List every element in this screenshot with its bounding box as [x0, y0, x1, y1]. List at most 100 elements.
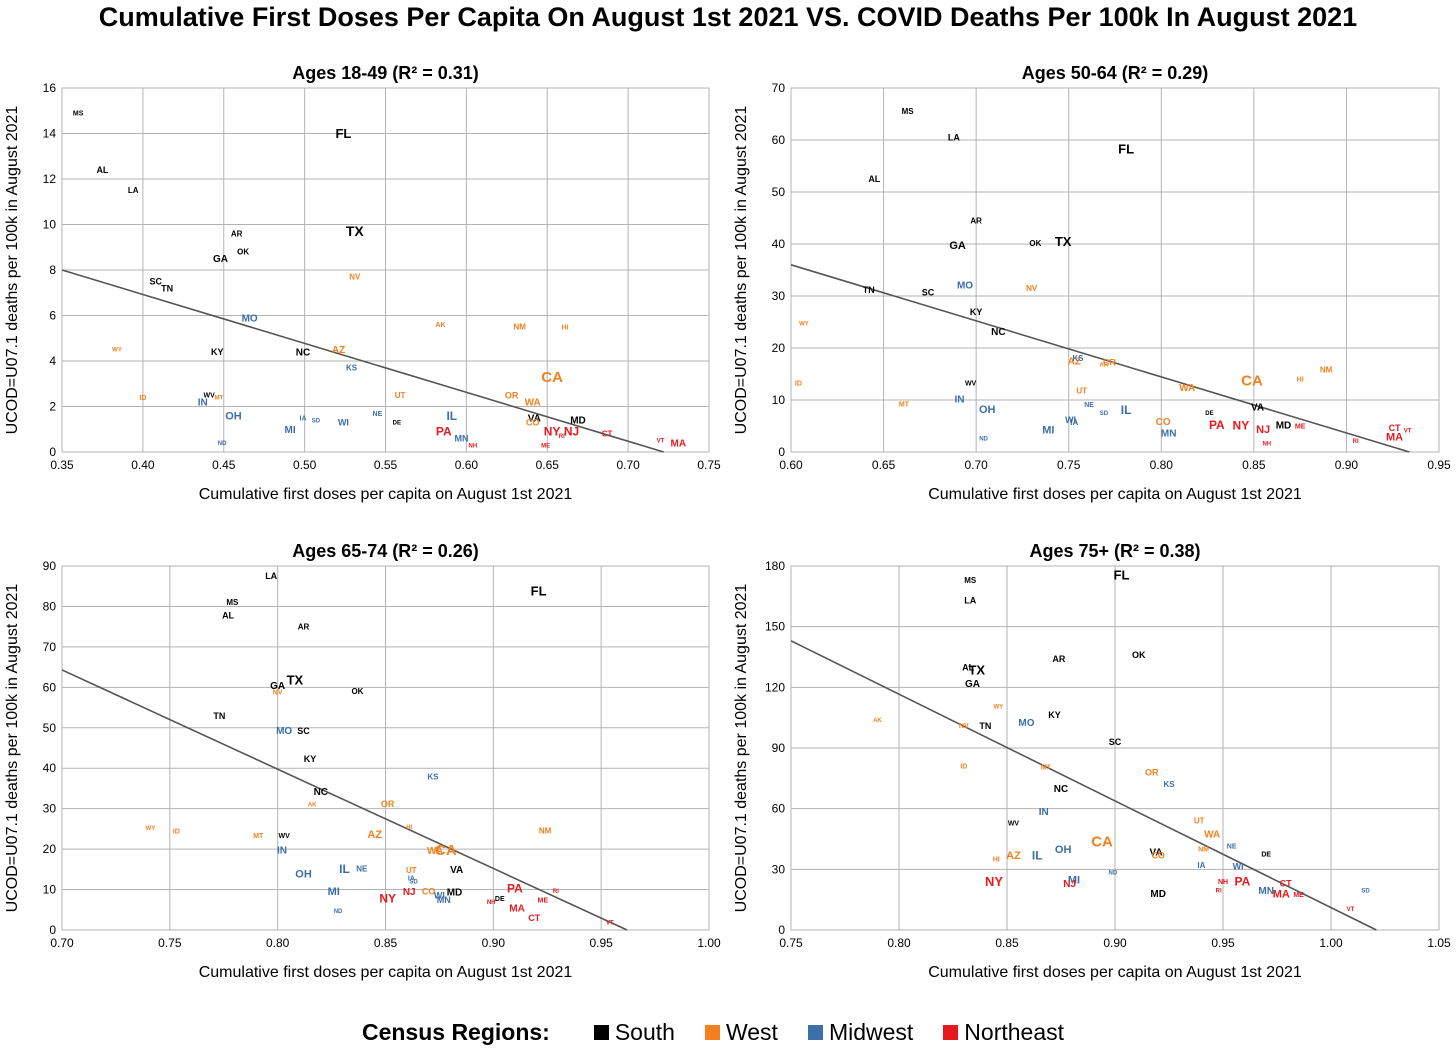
point-ms: MS: [226, 598, 239, 607]
point-oh: OH: [225, 410, 242, 422]
point-ne: NE: [1227, 844, 1237, 851]
x-tick-label: 0.90: [1103, 936, 1127, 950]
y-tick-label: 10: [43, 883, 57, 897]
point-ct: CT: [1280, 879, 1292, 889]
y-tick-label: 50: [43, 721, 57, 735]
legend-swatch-west: [704, 1024, 720, 1040]
point-wy: WY: [146, 826, 156, 832]
point-ri: RI: [1216, 889, 1222, 895]
point-mt: MT: [899, 402, 910, 409]
x-tick-label: 1.05: [1427, 936, 1451, 950]
point-wy: WY: [994, 705, 1004, 711]
chart-panel-3: 0.70 0.75 0.80 0.85 0.90 0.95 1.00 0 10 20 30 40 50 6…: [4, 541, 721, 981]
point-in: IN: [198, 397, 208, 408]
point-md: MD: [570, 416, 586, 427]
point-ut: UT: [395, 391, 406, 400]
point-tn: TN: [863, 285, 875, 295]
x-tick-label: 0.85: [1242, 458, 1266, 472]
trendline: [790, 640, 1377, 931]
point-tx: TX: [968, 663, 985, 678]
plot-border: [61, 565, 710, 931]
point-nm: NM: [1320, 366, 1333, 375]
x-tick-label: 0.40: [131, 458, 155, 472]
x-tick-label: 0.85: [995, 936, 1019, 950]
point-ar: AR: [298, 622, 310, 631]
point-mo: MO: [1018, 718, 1034, 729]
point-az: AZ: [1006, 850, 1021, 862]
point-ri: RI: [553, 889, 559, 895]
point-in: IN: [954, 394, 964, 405]
point-wv: WV: [965, 380, 977, 387]
point-az: AZ: [367, 829, 382, 841]
point-nm: NM: [514, 323, 527, 332]
point-co: CO: [1156, 417, 1171, 428]
point-mo: MO: [957, 281, 973, 292]
point-or: OR: [381, 799, 395, 809]
legend-item-northeast: Northeast: [943, 1019, 1064, 1046]
chart-title: Ages 50-64 (R² = 0.29): [1022, 63, 1209, 83]
point-nd: ND: [334, 909, 343, 915]
point-hi: HI: [1297, 377, 1304, 384]
point-wv: WV: [204, 393, 216, 400]
point-mi: MI: [328, 886, 340, 898]
point-ok: OK: [237, 248, 249, 257]
y-tick-label: 60: [772, 133, 786, 147]
point-ma: MA: [509, 903, 525, 914]
point-id: ID: [173, 828, 180, 835]
point-ar: AR: [231, 229, 243, 238]
y-tick-label: 30: [772, 289, 786, 303]
x-tick-label: 0.80: [266, 936, 290, 950]
point-ky: KY: [1048, 710, 1061, 720]
point-ar: AR: [1100, 363, 1109, 369]
point-ny: NY: [544, 425, 561, 439]
y-tick-label: 120: [765, 680, 785, 694]
point-mn: MN: [437, 895, 451, 905]
x-tick-label: 0.95: [1427, 458, 1451, 472]
y-tick-label: 70: [43, 640, 57, 654]
point-vt: VT: [657, 439, 665, 445]
legend-title: Census Regions:: [361, 1018, 550, 1045]
point-fl: FL: [531, 584, 547, 599]
point-ak: AK: [308, 803, 317, 809]
y-tick-label: 14: [43, 127, 57, 141]
point-fl: FL: [335, 126, 351, 141]
point-co: CO: [526, 418, 540, 428]
point-ks: KS: [1072, 354, 1084, 363]
point-mn: MN: [1161, 428, 1177, 439]
point-ny: NY: [1233, 419, 1250, 433]
x-tick-label: 0.65: [536, 458, 560, 472]
y-tick-label: 60: [772, 802, 786, 816]
y-tick-label: 10: [772, 393, 786, 407]
point-sd: SD: [312, 418, 321, 424]
y-tick-label: 40: [43, 761, 57, 775]
x-tick-label: 0.35: [50, 458, 74, 472]
point-ia: IA: [1070, 418, 1078, 427]
point-ma: MA: [1386, 431, 1403, 443]
point-mi: MI: [1042, 424, 1054, 436]
x-tick-label: 0.50: [293, 458, 317, 472]
y-tick-label: 0: [49, 923, 56, 937]
point-la: LA: [964, 596, 976, 606]
x-tick-label: 0.70: [616, 458, 640, 472]
point-ar: AR: [970, 216, 982, 225]
point-fl: FL: [1114, 568, 1130, 583]
chart-title: Ages 65-74 (R² = 0.26): [292, 541, 479, 561]
y-tick-label: 2: [49, 400, 56, 414]
point-ct: CT: [602, 430, 613, 439]
point-va: VA: [528, 413, 541, 424]
point-ri: RI: [559, 434, 565, 440]
point-hi: HI: [562, 324, 569, 331]
y-tick-label: 20: [772, 341, 786, 355]
chart-title: Ages 18-49 (R² = 0.31): [292, 63, 479, 83]
x-axis-label: Cumulative first doses per capita on Aug…: [928, 486, 1302, 503]
point-in: IN: [277, 845, 287, 856]
point-nv: NV: [349, 273, 361, 282]
x-tick-label: 0.60: [779, 458, 803, 472]
y-axis-label: UCOD=U07.1 deaths per 100k in August 202…: [733, 106, 750, 435]
point-mo: MO: [242, 313, 258, 324]
point-ne: NE: [373, 411, 383, 418]
chart-panel-4: 0.75 0.80 0.85 0.90 0.95 1.00 1.05 0 30 60 90 120 15…: [733, 541, 1451, 981]
point-nh: NH: [469, 443, 478, 449]
point-hi: HI: [993, 857, 1000, 864]
point-sc: SC: [1109, 737, 1122, 747]
